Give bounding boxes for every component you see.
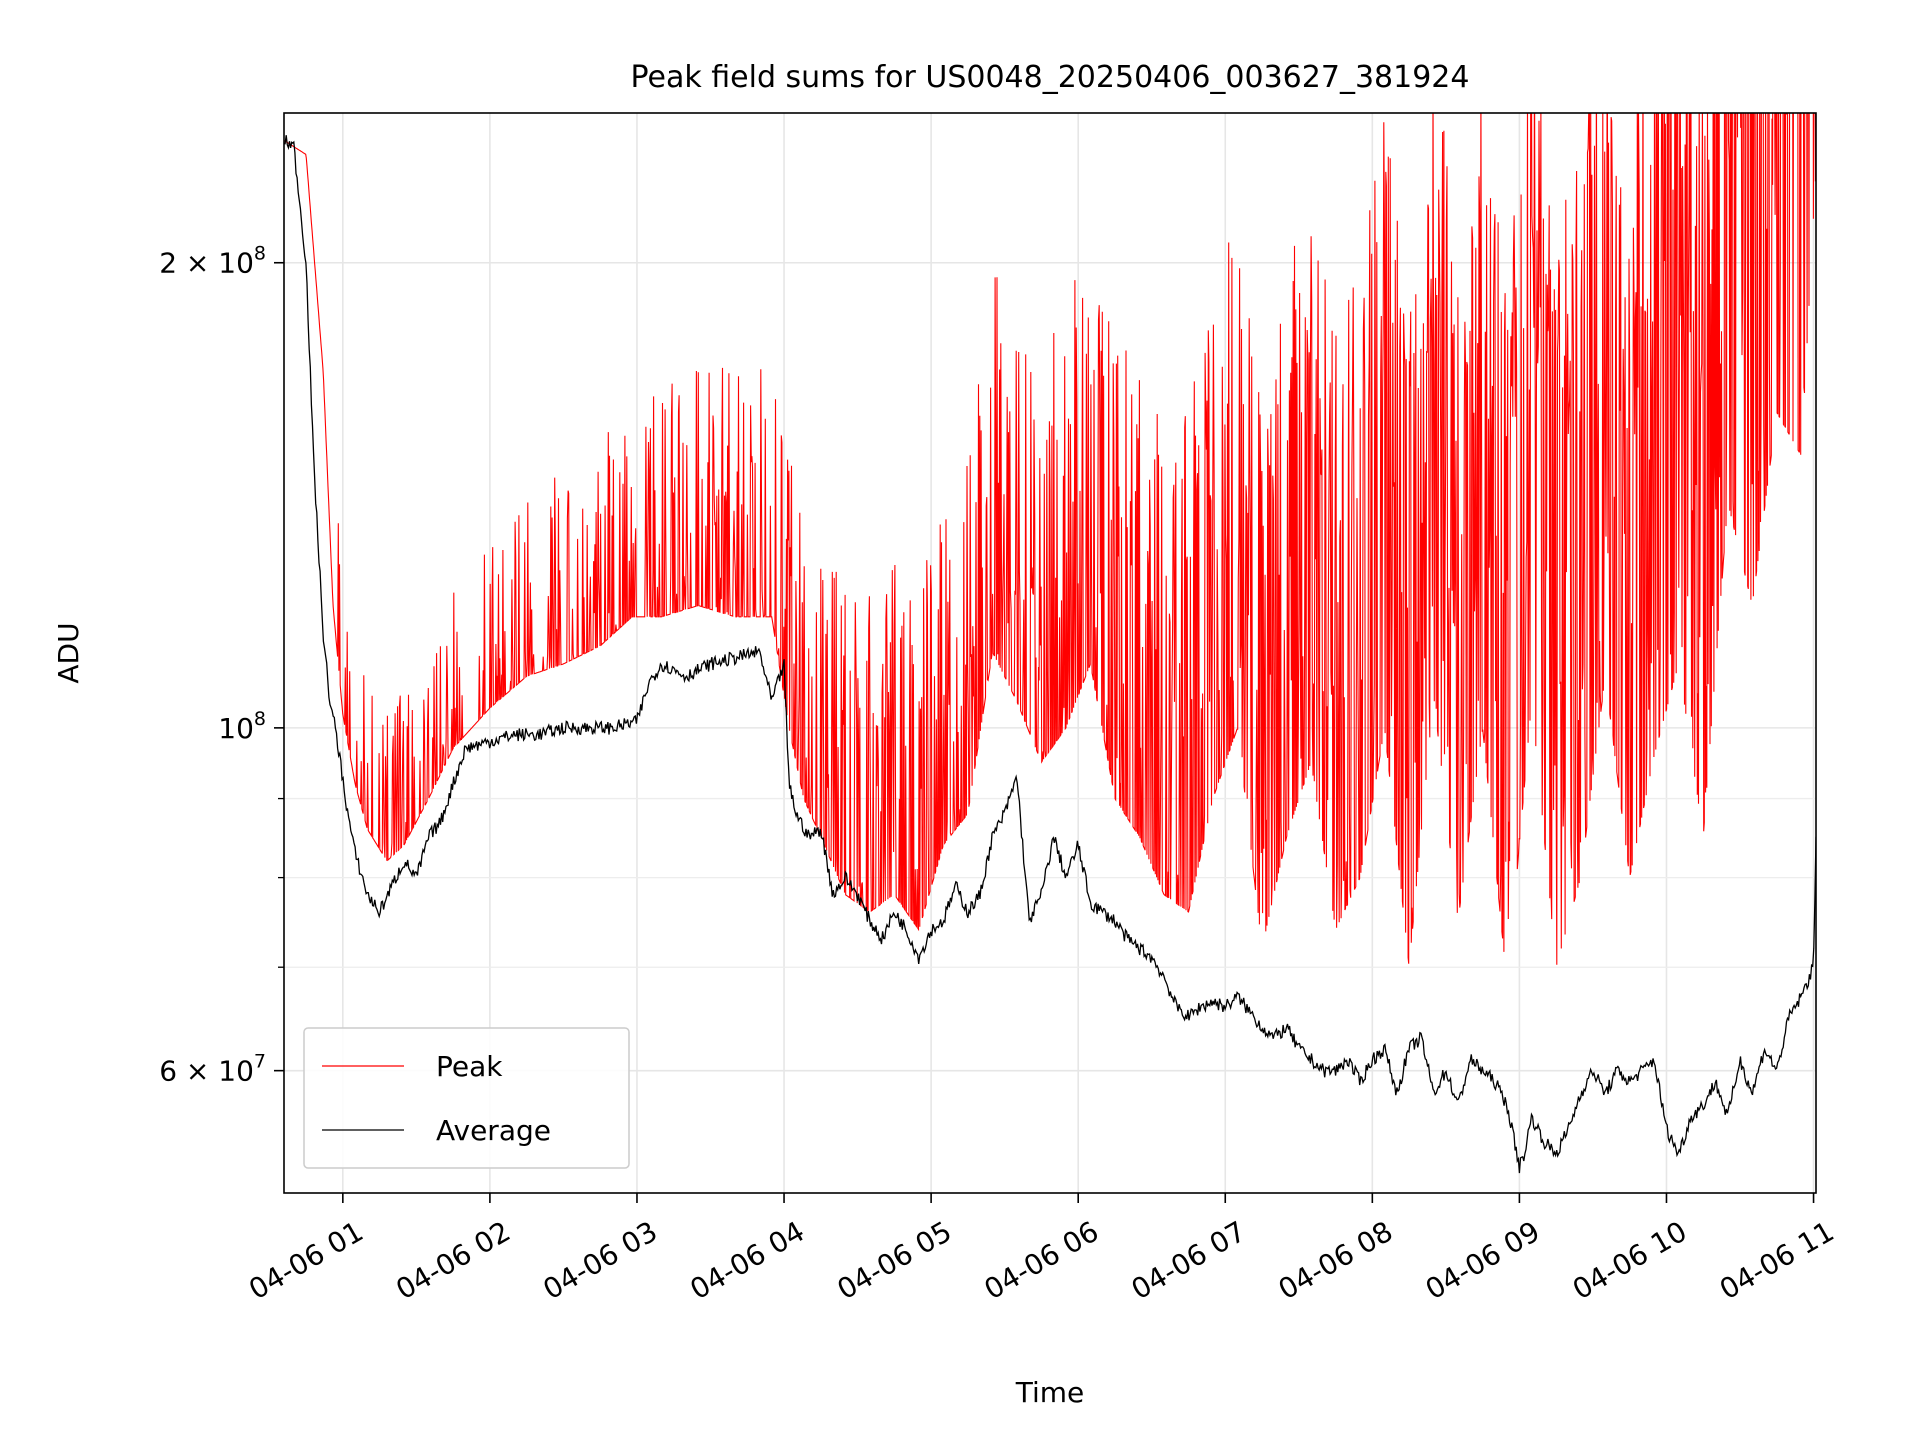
y-tick-label: 2 × 108 — [159, 243, 266, 280]
legend-label-average: Average — [436, 1114, 551, 1147]
x-tick-label: 04-06 07 — [1126, 1215, 1252, 1307]
x-tick-label: 04-06 03 — [537, 1215, 663, 1307]
series-line-peak — [284, 113, 1816, 965]
y-tick-label: 108 — [218, 708, 266, 745]
y-axis-label: ADU — [52, 622, 85, 683]
x-tick-label: 04-06 01 — [243, 1215, 369, 1307]
legend-box — [303, 1027, 630, 1169]
x-tick-label: 04-06 11 — [1714, 1215, 1840, 1307]
y-tick-base: 10 — [218, 712, 254, 745]
legend: Peak Average — [303, 1027, 630, 1169]
x-tick-label: 04-06 04 — [685, 1215, 811, 1307]
x-tick-label: 04-06 06 — [979, 1215, 1105, 1307]
y-tick-base: 6 × 10 — [159, 1055, 254, 1088]
x-tick-label: 04-06 08 — [1273, 1215, 1399, 1307]
y-tick-base: 2 × 10 — [159, 247, 254, 280]
chart-title: Peak field sums for US0048_20250406_0036… — [631, 60, 1470, 95]
series-line-average — [284, 135, 1816, 1174]
x-tick-label: 04-06 09 — [1420, 1215, 1546, 1307]
x-axis-label: Time — [1015, 1376, 1085, 1409]
x-tick-label: 04-06 10 — [1567, 1215, 1693, 1307]
legend-label-peak: Peak — [436, 1050, 503, 1083]
x-tick-label: 04-06 05 — [832, 1215, 958, 1307]
y-tick-exponent: 8 — [254, 708, 266, 730]
y-tick-exponent: 8 — [254, 243, 266, 265]
x-axis: 04-06 01 04-06 02 04-06 03 04-06 04 04-06 05… — [243, 1193, 1840, 1307]
y-tick-exponent: 7 — [254, 1051, 266, 1073]
plot-frame — [283, 112, 1817, 1194]
series-layer — [284, 113, 1816, 1174]
y-tick-label: 6 × 107 — [159, 1051, 266, 1088]
x-tick-label: 04-06 02 — [390, 1215, 516, 1307]
